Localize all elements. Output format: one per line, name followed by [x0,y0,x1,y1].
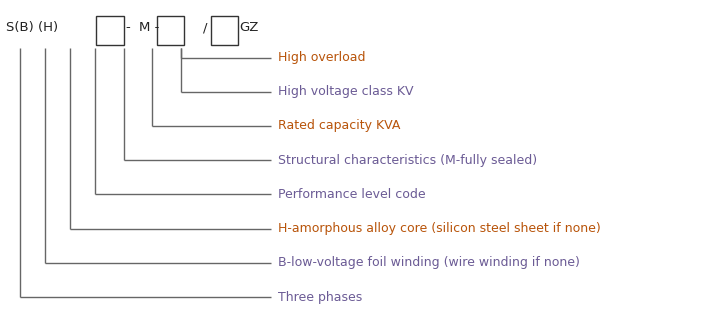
Text: H-amorphous alloy core (silicon steel sheet if none): H-amorphous alloy core (silicon steel sh… [278,222,601,235]
Text: S(B) (H): S(B) (H) [6,21,58,35]
Text: Rated capacity KVA: Rated capacity KVA [278,119,401,132]
Text: High overload: High overload [278,51,366,64]
Text: High voltage class KV: High voltage class KV [278,85,414,98]
Text: -: - [125,21,130,35]
Text: /: / [203,21,208,35]
Text: Structural characteristics (M-fully sealed): Structural characteristics (M-fully seal… [278,154,538,167]
Text: GZ: GZ [239,21,258,35]
FancyBboxPatch shape [211,16,238,45]
Text: Performance level code: Performance level code [278,188,426,201]
Text: Three phases: Three phases [278,290,363,304]
FancyBboxPatch shape [96,16,124,45]
Text: M -: M - [139,21,160,35]
FancyBboxPatch shape [157,16,184,45]
Text: B-low-voltage foil winding (wire winding if none): B-low-voltage foil winding (wire winding… [278,256,580,269]
